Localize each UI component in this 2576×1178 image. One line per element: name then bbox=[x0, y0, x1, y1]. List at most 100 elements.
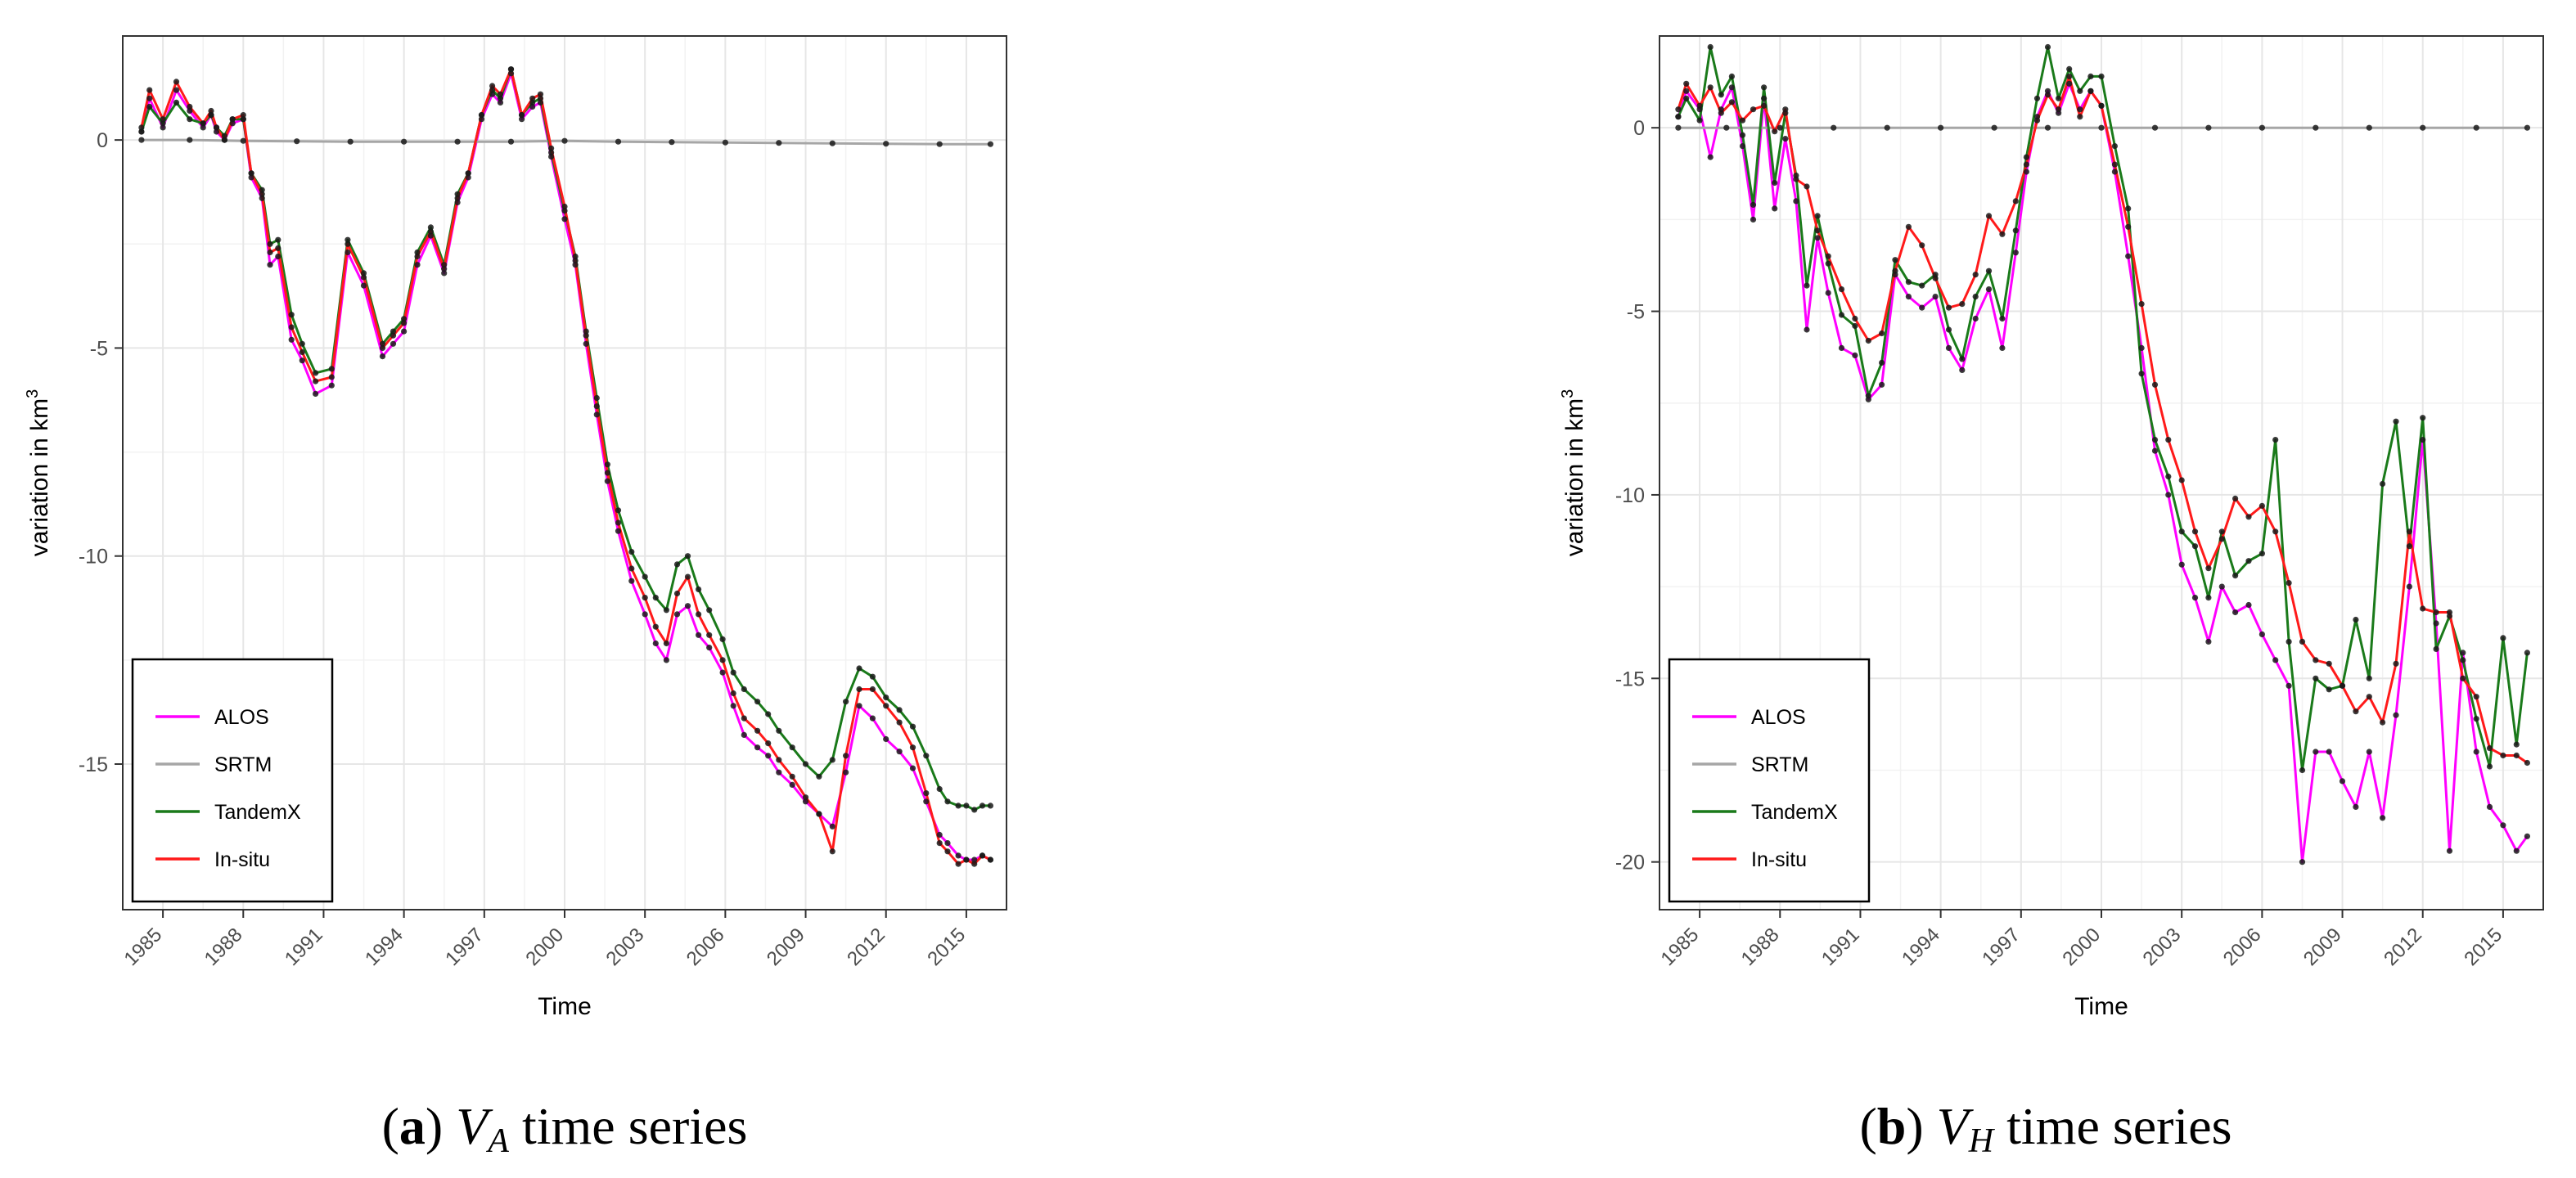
series-point-in-situ bbox=[1865, 337, 1871, 344]
series-point-tandemx bbox=[1825, 260, 1831, 267]
series-point-alos bbox=[529, 103, 536, 110]
series-point-in-situ bbox=[2326, 660, 2332, 667]
series-point-tandemx bbox=[719, 636, 726, 643]
series-point-srtm bbox=[776, 140, 782, 146]
series-point-in-situ bbox=[896, 719, 903, 726]
series-point-in-situ bbox=[259, 191, 265, 197]
series-point-in-situ bbox=[1761, 102, 1768, 109]
series-point-tandemx bbox=[1919, 282, 1925, 289]
series-point-alos bbox=[2286, 682, 2292, 689]
series-point-in-situ bbox=[529, 95, 536, 101]
series-point-tandemx bbox=[2056, 95, 2062, 101]
series-point-in-situ bbox=[519, 112, 525, 119]
series-point-in-situ bbox=[1852, 315, 1858, 322]
series-point-in-situ bbox=[2486, 745, 2493, 752]
series-point-srtm bbox=[347, 138, 354, 145]
series-point-alos bbox=[2326, 749, 2332, 755]
series-point-alos bbox=[2023, 169, 2029, 175]
series-point-in-situ bbox=[328, 374, 335, 380]
series-point-alos bbox=[2524, 833, 2530, 839]
x-tick-label: 2000 bbox=[521, 924, 568, 970]
series-point-alos bbox=[1683, 88, 1690, 94]
series-point-tandemx bbox=[896, 707, 903, 713]
series-point-alos bbox=[561, 216, 568, 223]
series-point-in-situ bbox=[1985, 213, 1993, 219]
series-point-tandemx bbox=[2023, 154, 2029, 160]
series-point-in-situ bbox=[561, 203, 568, 210]
series-point-in-situ bbox=[979, 852, 986, 859]
caption-b-letter: b bbox=[1877, 1097, 1907, 1155]
series-point-alos bbox=[2299, 859, 2306, 866]
panel-a-ylabel-text: variation in km bbox=[26, 398, 53, 556]
series-point-tandemx bbox=[615, 507, 622, 514]
series-point-in-situ bbox=[2087, 88, 2094, 94]
series-point-in-situ bbox=[2205, 565, 2212, 572]
series-point-in-situ bbox=[240, 112, 246, 119]
series-point-in-situ bbox=[963, 857, 970, 863]
series-point-alos bbox=[1959, 366, 1966, 373]
series-point-tandemx bbox=[267, 241, 273, 247]
series-point-in-situ bbox=[2524, 759, 2530, 767]
series-point-tandemx bbox=[379, 340, 386, 347]
series-point-in-situ bbox=[2339, 682, 2346, 689]
series-point-tandemx bbox=[2524, 650, 2530, 656]
series-point-tandemx bbox=[593, 394, 600, 402]
series-point-alos bbox=[615, 528, 622, 534]
series-point-srtm bbox=[722, 139, 729, 146]
series-point-tandemx bbox=[2286, 638, 2292, 645]
series-point-alos bbox=[1772, 205, 1778, 212]
panel-b-chart: 1985 1988 1991 1994 1997 2000 2003 2006 2009 2012… bbox=[1559, 35, 2544, 1020]
series-point-srtm bbox=[240, 137, 246, 144]
panel-b-legend-box bbox=[1668, 658, 1871, 903]
series-point-tandemx bbox=[360, 270, 367, 277]
series-point-in-situ bbox=[1793, 176, 1799, 182]
series-point-in-situ bbox=[696, 611, 702, 618]
series-point-alos bbox=[160, 124, 166, 131]
series-point-tandemx bbox=[1905, 279, 1912, 286]
series-point-in-situ bbox=[2513, 752, 2520, 759]
series-point-tandemx bbox=[706, 607, 713, 614]
series-point-tandemx bbox=[2393, 418, 2399, 425]
series-point-srtm bbox=[138, 137, 145, 143]
series-point-in-situ bbox=[537, 91, 544, 97]
series-point-tandemx bbox=[2353, 616, 2359, 623]
series-point-alos bbox=[1739, 143, 1746, 150]
series-point-in-situ bbox=[1959, 301, 1966, 308]
series-point-in-situ bbox=[2460, 675, 2466, 681]
legend-label-tandemx: TandemX bbox=[1751, 801, 1838, 824]
panel-a-chart: 1985 1988 1991 1994 1997 2000 2003 2006 2009 2012… bbox=[24, 35, 1007, 1020]
series-point-in-situ bbox=[497, 91, 504, 97]
series-point-in-situ bbox=[2272, 528, 2279, 535]
series-point-tandemx bbox=[1814, 213, 1821, 219]
legend-label-alos: ALOS bbox=[1751, 706, 1806, 729]
series-point-tandemx bbox=[1959, 356, 1966, 362]
x-tick-label: 2006 bbox=[682, 924, 729, 970]
series-point-in-situ bbox=[345, 241, 351, 247]
series-point-tandemx bbox=[2486, 763, 2493, 770]
panel-a-legend-items: ALOS SRTM TandemX In-situ bbox=[155, 706, 301, 871]
series-point-tandemx bbox=[741, 686, 747, 693]
series-point-alos bbox=[593, 411, 600, 418]
series-point-tandemx bbox=[2066, 65, 2073, 72]
series-point-tandemx bbox=[754, 699, 761, 705]
panel-a-series bbox=[138, 66, 993, 867]
series-point-in-situ bbox=[652, 623, 659, 630]
series-point-srtm bbox=[2098, 124, 2105, 131]
series-point-tandemx bbox=[537, 95, 544, 101]
series-point-in-situ bbox=[160, 116, 166, 123]
series-point-in-situ bbox=[414, 253, 421, 260]
series-point-alos bbox=[1793, 198, 1799, 205]
series-point-alos bbox=[696, 632, 702, 638]
series-point-tandemx bbox=[1750, 201, 1757, 208]
panel-b-ylabel-superscript: 3 bbox=[1559, 389, 1577, 398]
series-point-srtm bbox=[187, 137, 193, 143]
series-point-tandemx bbox=[684, 553, 691, 560]
series-point-srtm bbox=[2420, 124, 2426, 131]
x-tick-label: 1991 bbox=[281, 924, 327, 970]
panel-a-legend: ALOS SRTM TandemX In-situ bbox=[131, 658, 334, 903]
series-point-alos bbox=[923, 798, 930, 805]
series-point-tandemx bbox=[1707, 43, 1714, 51]
x-tick-label: 2003 bbox=[2139, 924, 2186, 970]
series-point-alos bbox=[2420, 437, 2426, 443]
panel-a-x-axis: 1985 1988 1991 1994 1997 2000 2003 2006 2009 2012… bbox=[119, 910, 970, 970]
